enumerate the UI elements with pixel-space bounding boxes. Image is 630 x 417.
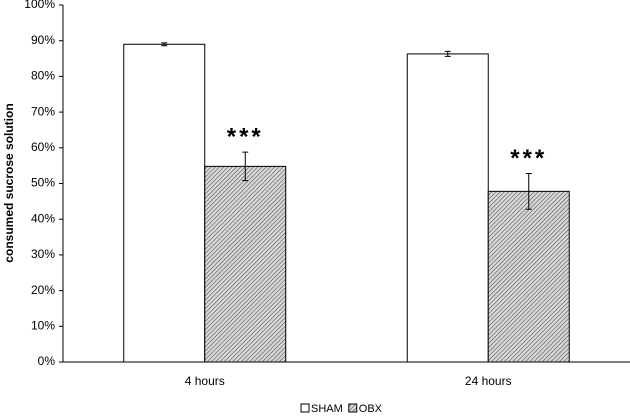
y-tick-label: 100%	[24, 0, 55, 11]
y-tick-label: 90%	[31, 33, 55, 47]
y-tick-label: 10%	[31, 318, 55, 332]
error-bar	[242, 151, 249, 182]
legend-label: OBX	[359, 403, 383, 415]
bar	[487, 190, 570, 363]
error-bar	[525, 173, 532, 210]
y-tick-label: 40%	[31, 211, 55, 225]
error-bar	[444, 50, 451, 57]
x-tick-label: 4 hours	[185, 374, 225, 388]
legend-swatch	[348, 403, 358, 413]
y-axis-title: consumed sucrose solution	[2, 103, 16, 262]
y-tick-label: 30%	[31, 247, 55, 261]
bar	[406, 53, 489, 363]
x-tick-label: 24 hours	[465, 374, 512, 388]
y-tick-label: 80%	[31, 69, 55, 83]
legend-label: SHAM	[311, 403, 343, 415]
significance-label: ***	[227, 123, 264, 150]
y-tick-label: 60%	[31, 140, 55, 154]
y-tick-label: 20%	[31, 283, 55, 297]
legend-swatch	[300, 403, 310, 413]
y-tick-label: 70%	[31, 104, 55, 118]
y-tick-label: 50%	[31, 176, 55, 190]
bar	[123, 43, 206, 363]
bar	[204, 165, 287, 363]
significance-label: ***	[510, 145, 547, 172]
error-bar	[161, 42, 168, 47]
y-tick-label: 0%	[38, 354, 56, 368]
